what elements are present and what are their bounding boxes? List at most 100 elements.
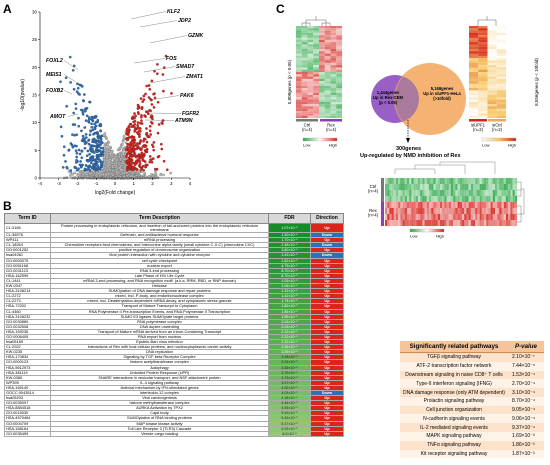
heatmap-cell [307,62,314,66]
heatmap-cell [336,55,343,59]
heatmap-cell [442,196,445,203]
volcano-point [85,154,89,158]
volcano-point [91,163,95,167]
heatmap-cell [313,90,320,93]
volcano-point [72,87,76,91]
heatmap-cell [336,51,343,54]
heatmap-cell [478,42,488,45]
heatmap-cell [296,69,302,73]
heatmap-cell [330,55,337,59]
volcano-y-tick-label: 20 [32,65,38,70]
volcano-point [98,149,102,153]
left-heatmap-bar-ctrl [296,119,318,122]
volcano-point [100,154,104,157]
heatmap-cell [301,46,308,50]
heatmap-cell [497,208,500,215]
heatmap-cell [313,104,320,107]
heatmap-cell [446,190,449,197]
heatmap-cell [431,178,434,185]
volcano-point [80,150,84,153]
heatmap-cell [488,208,491,215]
volcano-point [131,154,135,158]
heatmap-cell [496,78,507,82]
volcano-point [74,149,78,153]
heatmap-cell [420,220,423,227]
heatmap-cell [486,184,489,191]
volcano-point [147,84,151,87]
enrichment-table-row: GOCC:0043514 interleukin-12 complex 4.03×1… [4,389,344,397]
volcano-point [153,167,157,171]
gene-leader-line [139,20,178,28]
heatmap-cell [336,104,343,107]
heatmap-cell [462,220,465,227]
volcano-point [138,170,141,174]
heatmap-cell [455,184,458,191]
volcano-point [88,100,91,104]
volcano-point [62,153,66,157]
heatmap-cell [469,46,479,50]
enrichment-table-row: HSA-72202 Transport of Mature Transcript … [4,303,344,310]
heatmap-cell [478,37,488,40]
heatmap-cell [512,202,515,209]
heatmap-cell [313,42,320,45]
volcano-point [105,142,109,146]
heatmap-cell [296,97,302,100]
heatmap-cell [462,184,465,191]
heatmap-cell [486,190,489,197]
heatmap-cell [496,104,507,107]
heatmap-cell [478,111,488,114]
heatmap-cell [429,196,432,203]
volcano-point [138,140,142,144]
volcano-point [150,103,154,106]
heatmap-cell [301,35,308,38]
heatmap-cell [451,208,454,215]
heatmap-cell [496,111,507,114]
volcano-point [73,123,77,126]
heatmap-cell [319,69,325,73]
heatmap-cell [313,113,320,116]
heatmap-cell [319,85,325,89]
heatmap-cell [396,208,399,215]
heatmap-cell [319,28,325,31]
heatmap-cell [487,95,497,98]
heatmap-cell [514,178,518,185]
volcano-point [118,146,122,150]
heatmap-cell [420,214,423,221]
volcano-point [75,133,79,137]
volcano-point [108,158,112,161]
heatmap-cell [389,220,392,227]
heatmap-cell [336,44,343,47]
volcano-point [117,155,121,159]
heatmap-cell [296,65,302,68]
heatmap-cell [330,115,337,119]
volcano-point [75,90,79,93]
heatmap-cell [459,202,463,209]
heatmap-cell [448,214,452,221]
heatmap-cell [313,69,320,73]
heatmap-cell [307,92,314,96]
volcano-point [133,163,137,167]
heatmap-cell [307,83,314,86]
enrichment-table-row: HSA-159236 Transport of Mature mRNA deriv… [4,328,344,335]
heatmap-cell [486,202,489,209]
heatmap-cell [387,214,390,221]
volcano-point [70,143,74,147]
heatmap-cell [319,49,325,52]
heatmap-cell [469,113,479,116]
heatmap-cell [407,220,410,227]
heatmap-cell [469,101,479,105]
heatmap-cell [398,202,401,209]
volcano-point [76,82,79,86]
heatmap-cell [433,220,436,227]
heatmap-cell [296,101,302,105]
volcano-points [59,54,173,180]
volcano-point [88,133,92,137]
heatmap-cell [413,208,416,215]
heatmap-cell [478,88,488,91]
volcano-point [95,131,99,134]
enrichment-table-row: CL:3165 Protein processing in endoplasmic… [4,222,344,234]
heatmap-cell [469,76,479,79]
heatmap-cell [455,190,458,197]
heatmap-cell [496,65,507,68]
heatmap-cell [462,202,465,209]
